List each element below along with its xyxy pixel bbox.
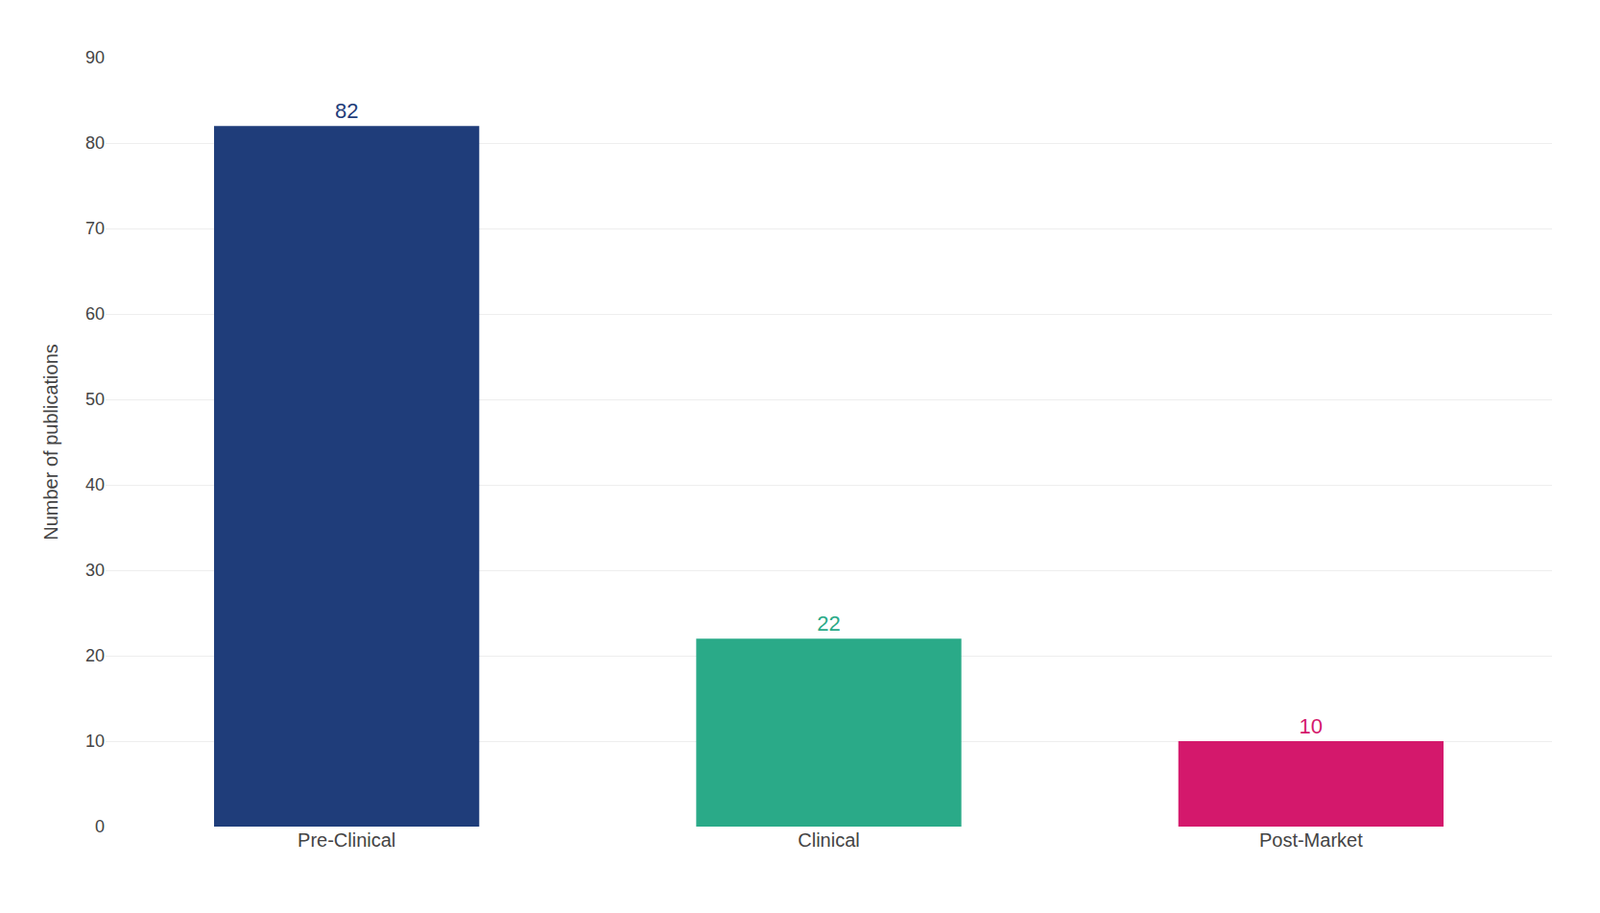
svg-text:82: 82 [334, 98, 359, 123]
svg-text:10: 10 [1299, 714, 1323, 739]
svg-text:90: 90 [85, 47, 105, 68]
svg-text:Number of publications: Number of publications [40, 343, 62, 541]
svg-text:50: 50 [85, 389, 105, 409]
svg-text:70: 70 [85, 218, 105, 239]
svg-text:30: 30 [85, 560, 105, 580]
svg-text:10: 10 [85, 731, 105, 751]
svg-text:Post-Market: Post-Market [1259, 829, 1363, 851]
svg-text:0: 0 [95, 816, 105, 836]
svg-text:60: 60 [85, 304, 105, 324]
svg-text:20: 20 [85, 645, 105, 666]
svg-text:80: 80 [85, 133, 105, 153]
svg-text:Clinical: Clinical [797, 829, 860, 851]
svg-text:Pre-Clinical: Pre-Clinical [297, 829, 396, 851]
svg-text:40: 40 [85, 475, 105, 495]
svg-text:22: 22 [816, 611, 840, 636]
